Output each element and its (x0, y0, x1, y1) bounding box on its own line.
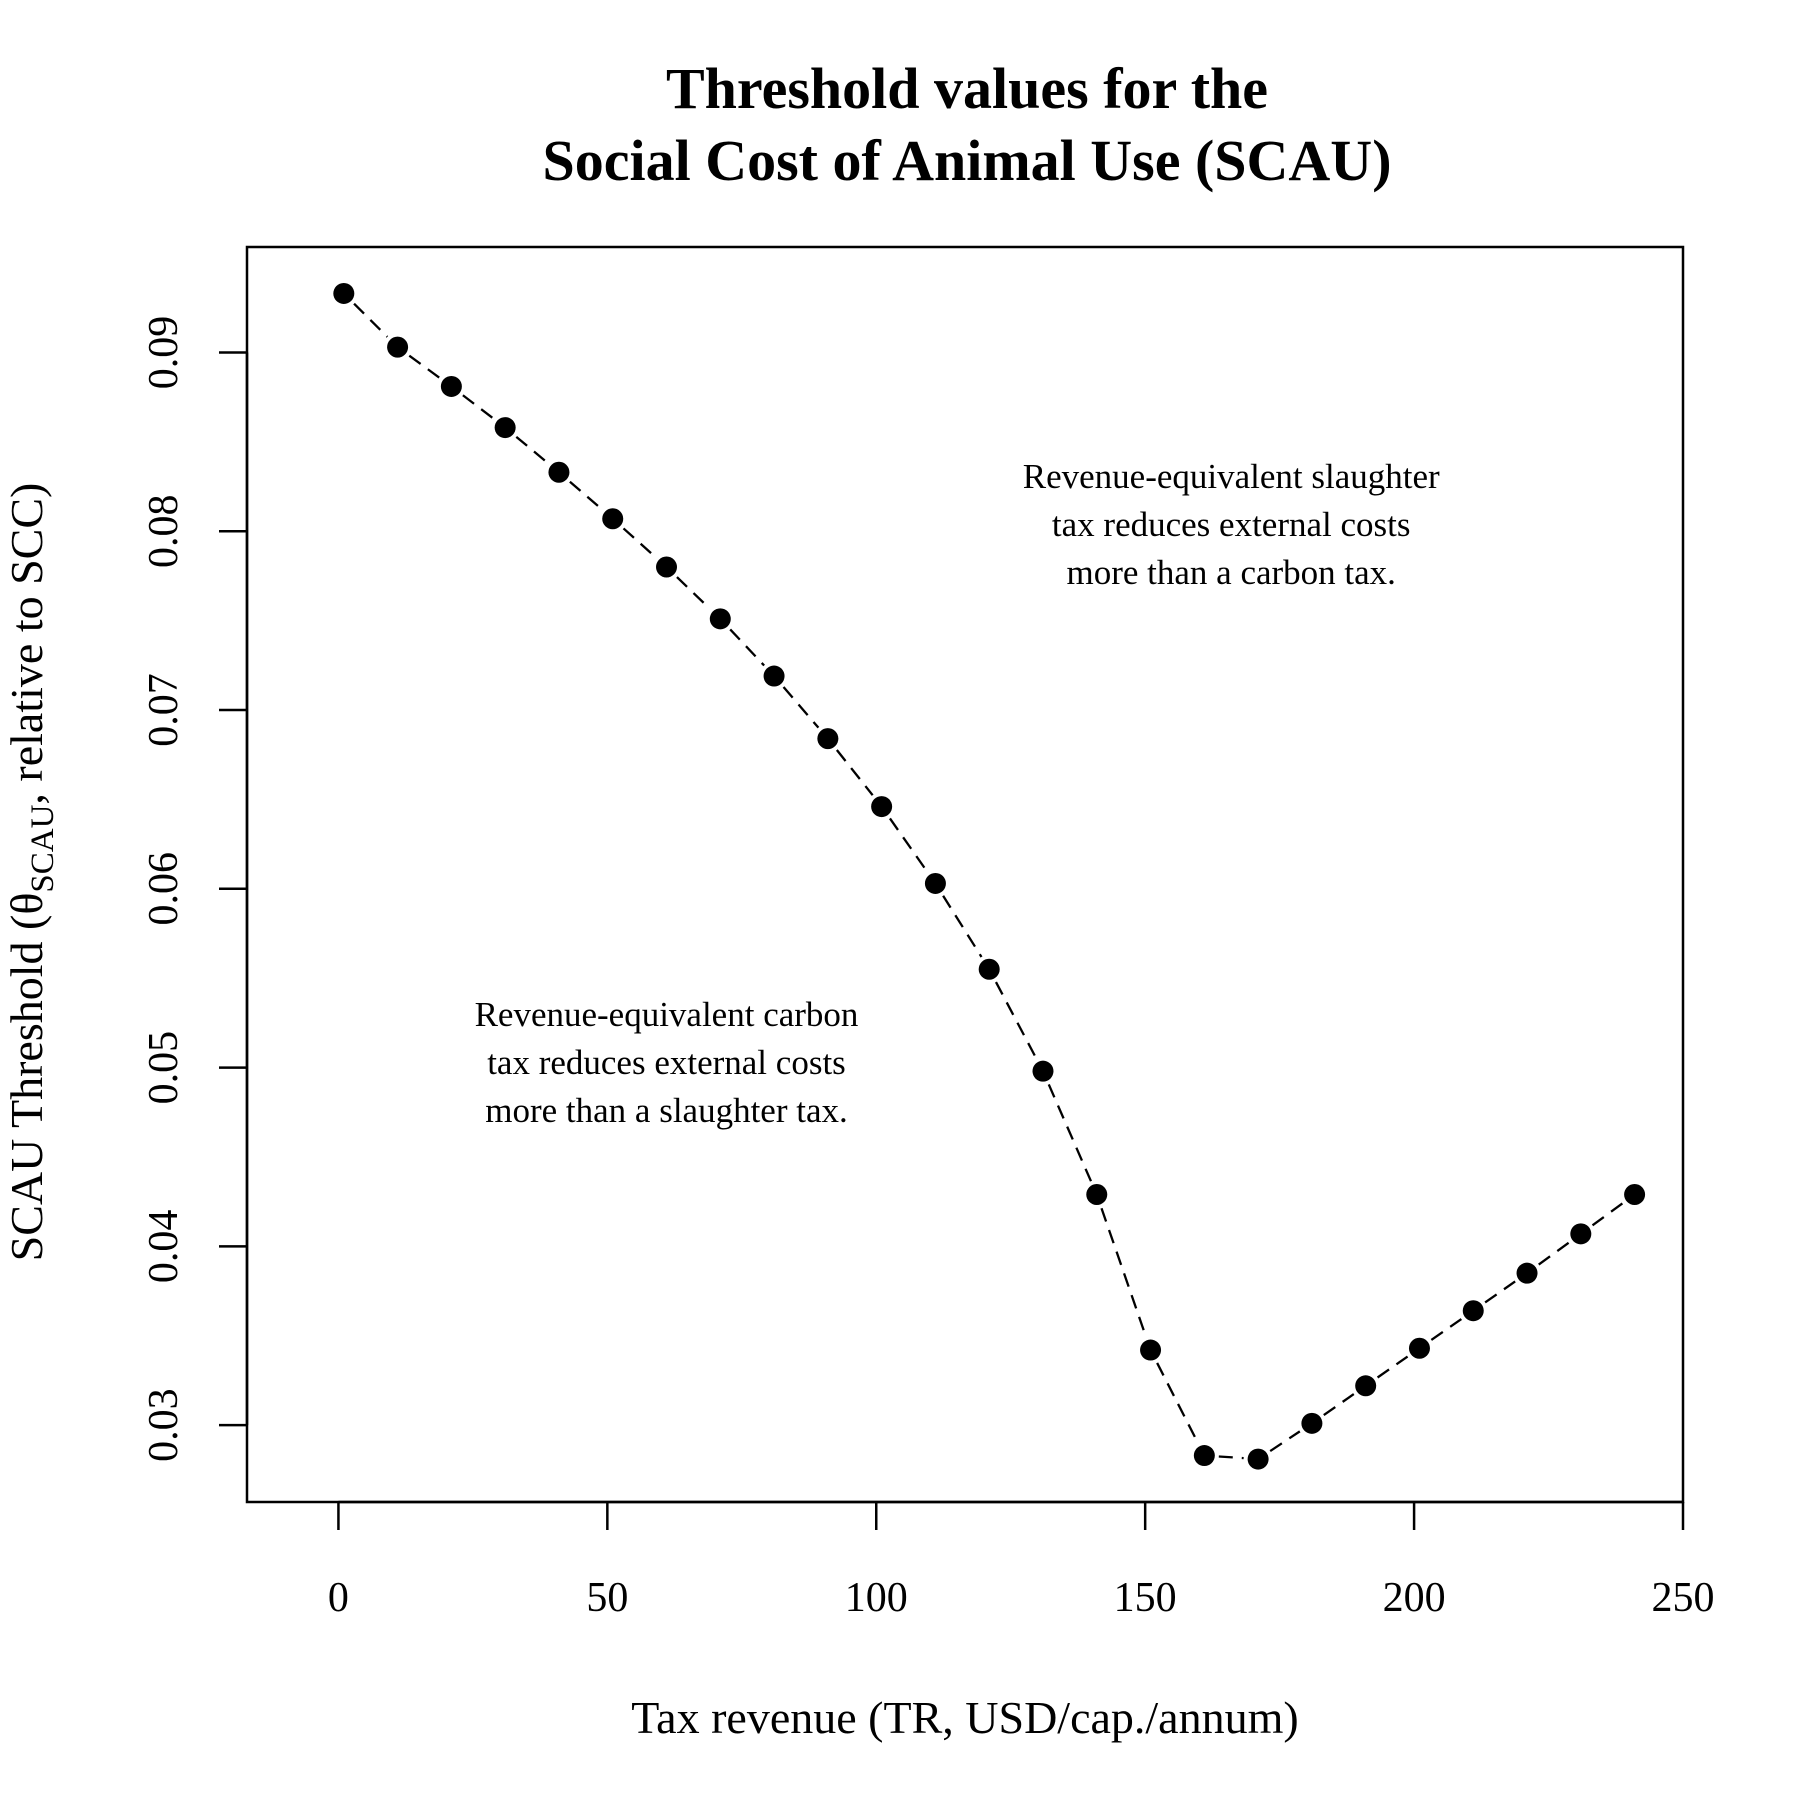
series-layer (333, 282, 1646, 1470)
series-line-segment (569, 480, 603, 511)
data-point (1408, 1337, 1430, 1359)
series-line-segment (1047, 1083, 1093, 1182)
series-line-segment (1591, 1202, 1624, 1227)
x-tick-label: 150 (1114, 1575, 1177, 1621)
data-point (602, 508, 624, 530)
x-tick-label: 0 (328, 1575, 349, 1621)
annotation-layer: Revenue-equivalent slaughter tax reduces … (475, 457, 1440, 1130)
data-point (1247, 1448, 1269, 1470)
series-line-segment (942, 895, 983, 958)
data-point (871, 796, 893, 818)
data-point (1516, 1262, 1538, 1284)
y-tick-label: 0.07 (141, 673, 187, 747)
annotation-line: Revenue-equivalent slaughter (1023, 457, 1440, 496)
annotation-line: Revenue-equivalent carbon (475, 995, 859, 1034)
series-line-segment (353, 302, 389, 338)
data-point (1355, 1375, 1377, 1397)
y-axis-label-subscript: SCAU (25, 804, 61, 892)
x-axis-label: Tax revenue (TR, USD/cap./annum) (631, 1692, 1298, 1743)
x-tick-label: 50 (586, 1575, 628, 1621)
data-point (924, 872, 946, 894)
data-point (1570, 1223, 1592, 1245)
y-tick-label: 0.04 (141, 1210, 187, 1284)
data-point (1624, 1184, 1646, 1206)
y-axis-label-symbol: θ (1, 893, 52, 915)
data-point (1193, 1445, 1215, 1467)
series-line-segment (1484, 1280, 1516, 1304)
y-axis-label-suffix: , relative to SCC) (1, 483, 52, 805)
x-tick-label: 250 (1652, 1575, 1715, 1621)
chart-title-line-1: Threshold values for the (666, 56, 1268, 121)
x-tick-label: 100 (845, 1575, 908, 1621)
annotation-line: more than a carbon tax. (1066, 553, 1395, 592)
data-point (656, 556, 678, 578)
annotation-line: more than a slaughter tax. (485, 1091, 848, 1130)
series-line-segment (676, 576, 711, 610)
series-line-segment (1100, 1207, 1147, 1337)
data-point (548, 461, 570, 483)
data-point (1462, 1300, 1484, 1322)
annotation-block: Revenue-equivalent carbon tax reduces ext… (475, 995, 859, 1130)
series-line-segment (994, 981, 1038, 1059)
data-point (440, 375, 462, 397)
data-point (333, 282, 355, 304)
series-line-segment (782, 686, 820, 729)
series-line-segment (889, 817, 929, 873)
series-line-segment (1269, 1430, 1301, 1453)
data-point (763, 665, 785, 687)
series-line-segment (515, 435, 549, 464)
data-point (978, 958, 1000, 980)
series-line-segment (622, 527, 657, 559)
y-tick-label: 0.05 (141, 1031, 187, 1105)
annotation-line: tax reduces external costs (1052, 505, 1411, 544)
data-point (387, 336, 409, 358)
series-line-segment (408, 354, 441, 379)
data-point (709, 608, 731, 630)
y-tick-label: 0.08 (141, 495, 187, 569)
series-line-segment (1218, 1455, 1244, 1460)
data-point (1301, 1412, 1323, 1434)
series-line-segment (1538, 1241, 1570, 1266)
y-tick-label: 0.06 (141, 852, 187, 926)
x-tick-label: 200 (1383, 1575, 1446, 1621)
series-line-segment (729, 628, 765, 667)
annotation-line: tax reduces external costs (487, 1043, 846, 1082)
y-axis-label-prefix: SCAU Threshold ( (1, 915, 52, 1262)
y-tick-label: 0.09 (141, 316, 187, 390)
data-point (1032, 1060, 1054, 1082)
y-axis: 0.03 0.04 0.05 0.06 0.07 0.08 0.09 (141, 316, 249, 1462)
y-axis-label: SCAU Threshold (θSCAU, relative to SCC) (1, 483, 61, 1262)
data-point (1140, 1339, 1162, 1361)
data-point (1086, 1184, 1108, 1206)
series-line-segment (1376, 1355, 1409, 1379)
x-axis: 0 50 100 150 200 250 (328, 1500, 1715, 1621)
series-line-segment (1156, 1362, 1199, 1444)
y-tick-label: 0.03 (141, 1388, 187, 1462)
series-line-segment (1430, 1318, 1463, 1341)
data-point (494, 417, 516, 439)
series-line-segment (835, 749, 874, 796)
annotation-block: Revenue-equivalent slaughter tax reduces … (1023, 457, 1440, 592)
data-point (817, 728, 839, 750)
series-line-segment (462, 394, 495, 420)
series-line-segment (1323, 1393, 1355, 1416)
chart-title-line-2: Social Cost of Animal Use (SCAU) (542, 128, 1391, 193)
